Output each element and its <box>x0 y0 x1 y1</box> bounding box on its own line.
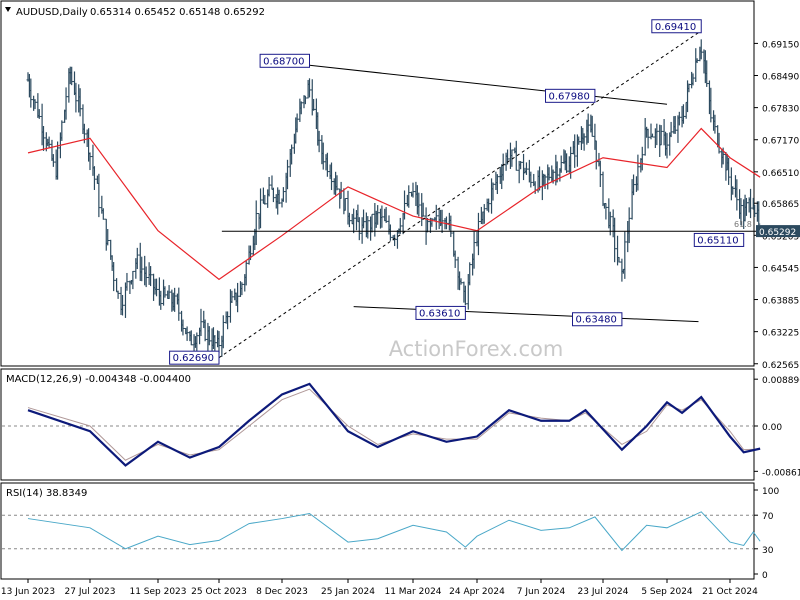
moving-average-line <box>27 127 761 281</box>
price-label-box <box>259 53 311 68</box>
trendline-dashed <box>218 30 702 359</box>
rsi-tick-label: 100 <box>762 487 779 497</box>
macd-panel-frame <box>0 368 755 481</box>
price-label: 0.62690 <box>173 353 214 364</box>
price-label: 0.69410 <box>655 22 696 33</box>
current-price-label: 0.65292 <box>759 228 796 238</box>
macd-line <box>27 382 761 467</box>
date-tick-label: 25 Oct 2023 <box>191 587 247 597</box>
x-axis: 13 Jun 2023 27 Jul 2023 11 Sep 2023 25 Oct … <box>1 579 758 597</box>
rsi-tick-label: 70 <box>762 512 774 522</box>
price-tick-label: 0.63885 <box>762 297 799 307</box>
date-tick-label: 21 Oct 2024 <box>702 587 758 597</box>
rsi-panel-frame <box>0 482 755 580</box>
price-label-box <box>572 312 623 327</box>
rsi-label: RSI(14) 38.8349 <box>6 488 87 499</box>
macd-label: MACD(12,26,9) -0.004348 -0.004400 <box>6 374 191 385</box>
price-bars <box>26 39 761 357</box>
rsi-tick-label: 30 <box>762 546 774 556</box>
price-tick-label: 0.64545 <box>762 264 799 274</box>
price-tick-label: 0.62565 <box>762 361 799 371</box>
price-tick-label: 0.69150 <box>762 40 799 50</box>
price-label-box <box>415 305 466 320</box>
ohlc-label: 0.65314 0.65452 0.65148 0.65292 <box>90 7 265 18</box>
price-axis: 0.69150 0.68490 0.67830 0.67170 0.66510 0.658… <box>754 40 800 371</box>
price-label-box <box>651 19 702 34</box>
macd-tick-label: -0.008612 <box>762 468 800 478</box>
watermark: ActionForex.com <box>389 337 564 361</box>
price-tick-label: 0.65205 <box>762 232 799 242</box>
symbol-label: AUDUSD,Daily <box>16 7 88 18</box>
rsi-tick-label: 0 <box>762 571 768 581</box>
date-tick-label: 23 Jul 2024 <box>578 587 629 597</box>
price-tick-label: 0.66510 <box>762 169 799 179</box>
price-label-box <box>693 232 745 247</box>
date-tick-label: 24 Apr 2024 <box>449 587 505 597</box>
price-tick-label: 0.67830 <box>762 105 799 115</box>
price-tick-label: 0.67170 <box>762 137 799 147</box>
current-price-box <box>756 225 800 238</box>
price-label: 0.63610 <box>419 308 460 319</box>
fib-level-label: 61.8 <box>734 220 752 229</box>
trendline <box>309 64 668 105</box>
macd-tick-label: 0.008896 <box>762 376 800 386</box>
date-tick-label: 5 Sep 2024 <box>641 587 693 597</box>
trendline <box>353 306 699 323</box>
price-panel-frame <box>0 0 755 367</box>
date-tick-label: 25 Jan 2024 <box>321 587 375 597</box>
date-tick-label: 7 Jun 2024 <box>517 587 566 597</box>
macd-tick-label: 0.00 <box>762 423 782 433</box>
price-label: 0.65110 <box>697 235 738 246</box>
macd-layer: 0.008896 0.00 -0.008612 <box>2 376 800 478</box>
date-tick-label: 13 Jun 2023 <box>1 587 55 597</box>
rsi-line <box>27 511 761 552</box>
date-tick-label: 27 Jul 2023 <box>65 587 116 597</box>
price-label: 0.63480 <box>576 315 617 326</box>
date-tick-label: 11 Mar 2024 <box>384 587 441 597</box>
price-label-box <box>545 88 596 103</box>
price-annotations: 0.68700 0.67980 0.69410 0.62690 0.63610 0.634… <box>169 19 745 365</box>
price-lines: 61.8 <box>27 30 761 359</box>
price-label: 0.68700 <box>263 56 304 67</box>
rsi-layer: 100 70 30 0 <box>2 487 779 581</box>
date-tick-label: 8 Dec 2023 <box>256 587 308 597</box>
price-tick-label: 0.65865 <box>762 200 799 210</box>
collapse-triangle-icon[interactable] <box>5 7 11 12</box>
date-tick-label: 11 Sep 2023 <box>129 587 186 597</box>
price-tick-label: 0.68490 <box>762 73 799 83</box>
price-label-box <box>169 350 220 365</box>
price-label: 0.67980 <box>549 91 590 102</box>
price-tick-label: 0.63225 <box>762 329 799 339</box>
